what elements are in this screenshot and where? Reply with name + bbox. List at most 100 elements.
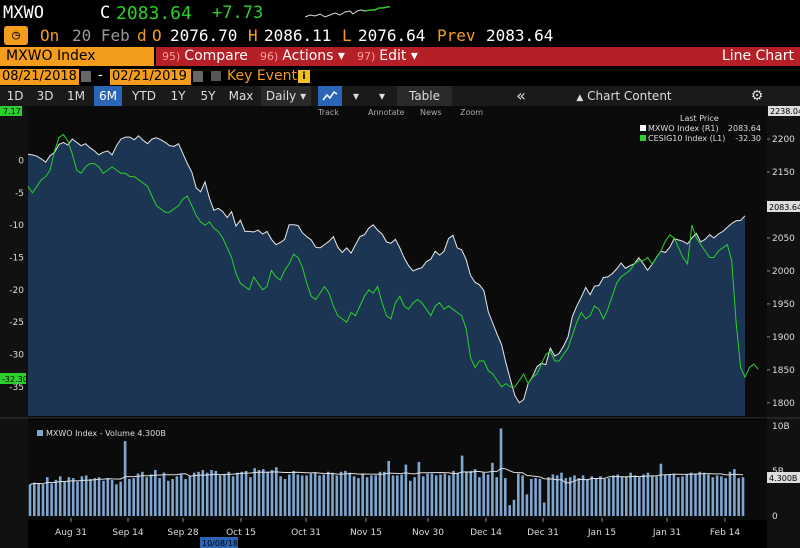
volume-bar [430,473,434,516]
year-label-2018: 2018 [278,540,298,548]
actions-num: 96) [260,50,279,63]
volume-bar [396,475,399,516]
volume-bar [655,476,658,516]
volume-bar [167,480,170,516]
volume-bar [715,475,719,516]
key-events-label: Key Events [227,68,305,84]
collapse-icon[interactable]: « [516,86,526,105]
volume-bar [404,464,408,516]
crosshair-dropdown-icon[interactable]: ▾ [378,89,386,103]
cesig10-series-line [27,133,759,388]
volume-bar [76,481,79,516]
start-calendar-icon[interactable] [81,71,91,82]
frequency-dropdown[interactable]: Daily ▾ [261,86,311,106]
period-max[interactable]: Max [228,89,254,103]
end-date-input[interactable]: 02/21/2019 [110,69,191,85]
volume-bar [672,473,676,516]
period-3d[interactable]: 3D [36,89,54,103]
period-6m[interactable]: 6M [94,86,122,106]
volume-bar [504,478,507,516]
volume-bar [374,475,377,516]
volume-bar [530,479,533,516]
volume-bar [223,474,226,516]
period-1m[interactable]: 1M [67,89,85,103]
volume-legend: MXWO Index - Volume 4.300B [37,429,166,438]
info-icon[interactable]: i [298,70,310,83]
start-date-input[interactable]: 08/21/2018 [0,69,79,85]
volume-bar [63,481,66,516]
volume-average-line [29,467,743,485]
volume-bar [625,476,628,516]
volume-bar [266,471,269,516]
period-5y[interactable]: 5Y [200,89,216,103]
volume-bar [517,473,520,516]
period-ytd[interactable]: YTD [132,89,156,103]
line-dropdown-icon[interactable]: ▾ [352,89,360,103]
chart-type-label: Line Chart [721,48,794,64]
table-button[interactable]: Table [397,86,452,106]
volume-bar [482,472,485,516]
volume-bar [400,474,403,516]
volume-bar [638,477,641,516]
period-1d[interactable]: 1D [6,89,24,103]
price-flag: C [100,3,111,23]
volume-bar [41,484,45,516]
volume-bar [357,478,360,516]
volume-bar [28,484,32,516]
chart-content-label: Chart Content [587,89,672,103]
zoom-tool[interactable]: Zoom [460,108,483,117]
volume-bar [145,477,148,516]
x-tick-label: Dec 31 [527,528,559,538]
x-tick-label: Nov 30 [412,528,444,538]
x-tick-label: Nov 15 [350,528,382,538]
volume-bar [676,477,680,516]
volume-bar [439,474,442,516]
volume-bar [525,494,529,516]
track-tool[interactable]: Track [317,108,339,117]
chart-content-icon: ▲ [576,93,584,103]
chart-content-button[interactable]: ▲ Chart Content [574,86,674,106]
compare-button[interactable]: 95) Compare [156,47,262,66]
volume-bar [205,472,209,516]
news-tool[interactable]: News [420,108,442,117]
volume-bar [106,478,110,516]
volume-bar [694,473,697,516]
volume-bar [426,473,429,516]
end-calendar-icon[interactable] [193,71,203,82]
chart-toolbar: 1D 3D 1M 6M YTD 1Y 5Y Max Daily ▾ ▾ ▾ Table « ▲… [0,86,800,106]
right-tick-label: 2000 [772,267,795,277]
actions-label: Actions ▾ [282,48,345,64]
open-label: O [152,26,162,45]
volume-bar [383,471,386,516]
actions-menu[interactable]: 96) Actions ▾ [254,47,359,66]
security-field[interactable]: MXWO Index [0,47,154,66]
alert-bell-icon[interactable]: ◷ [4,26,28,45]
volume-bar [300,475,304,516]
volume-bar [594,478,598,516]
volume-bar [275,467,278,516]
volume-bar [270,470,274,516]
volume-bar [201,470,205,516]
volume-bar [184,479,187,516]
key-events-checkbox[interactable] [211,71,221,81]
volume-bar [659,463,663,516]
prev-value: 2083.64 [486,26,554,45]
period-1y[interactable]: 1Y [170,89,186,103]
line-chart[interactable]: 2200215021002050200019501900185018000-5-… [0,106,800,548]
settings-gear-icon[interactable]: ⚙ [750,88,764,104]
chart-style-icon[interactable] [318,86,342,106]
edit-menu[interactable]: 97) Edit ▾ [351,47,436,66]
sparkline [305,6,390,18]
volume-bar [361,473,364,516]
volume-bar [387,461,390,516]
volume-legend-label: MXWO Index - Volume 4.300B [46,429,166,438]
volume-bar [452,470,455,516]
volume-bar [564,478,568,516]
legend-title: Last Price [680,114,719,123]
annotate-tool[interactable]: Annotate [368,108,405,117]
volume-bar [210,470,213,516]
left-tick-label: -15 [9,253,24,263]
volume-bar [37,483,40,516]
volume-bar [491,462,494,516]
volume-bar [629,472,632,516]
